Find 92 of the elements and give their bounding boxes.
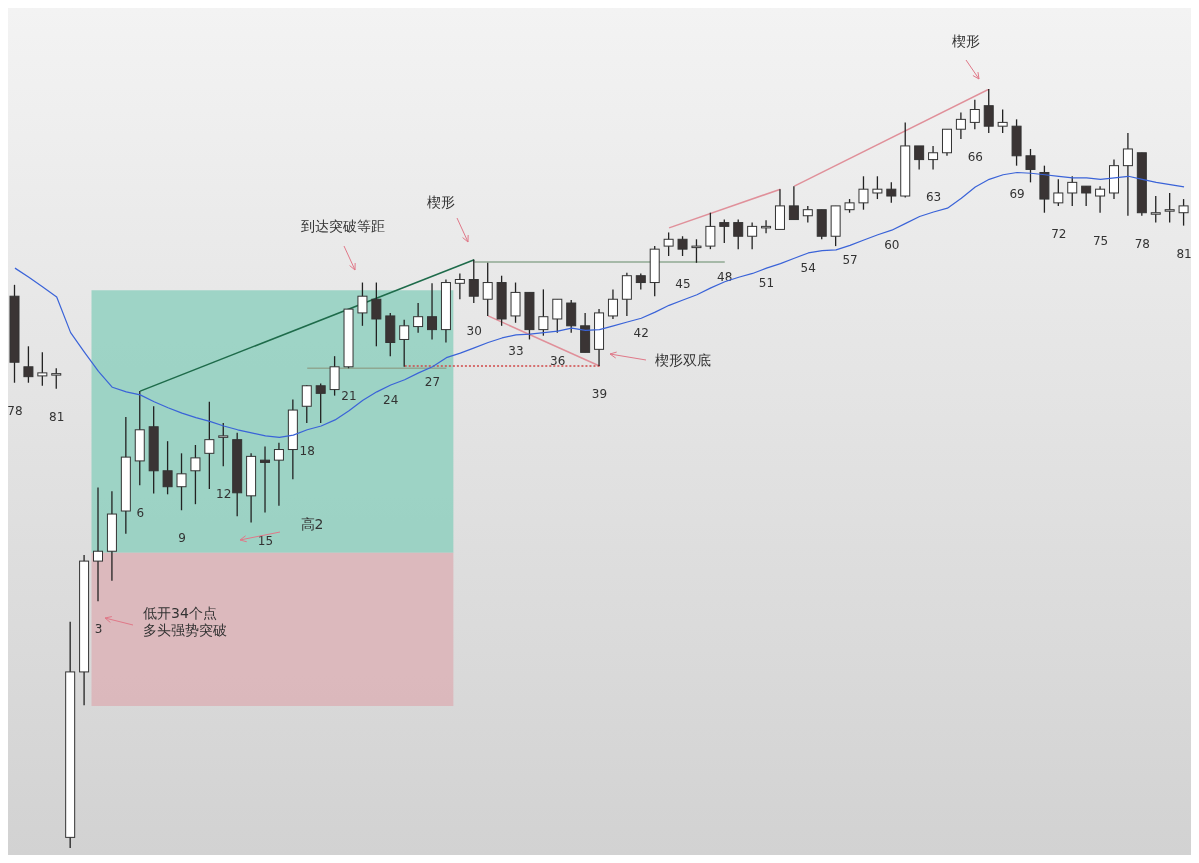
x-tick-label: 78 xyxy=(7,403,23,418)
candlestick xyxy=(260,445,271,514)
candlestick xyxy=(273,442,284,507)
candlestick xyxy=(301,384,312,424)
candlestick xyxy=(705,212,716,250)
candlestick xyxy=(691,238,702,264)
x-tick-label: 33 xyxy=(508,343,524,358)
x-tick-label: 48 xyxy=(717,270,733,285)
candlestick xyxy=(761,219,772,234)
candlestick xyxy=(1025,148,1036,184)
candlestick xyxy=(482,262,493,317)
annotation: 到达突破等距 xyxy=(301,218,385,234)
x-tick-label: 42 xyxy=(633,326,649,341)
candlestick xyxy=(357,281,368,327)
x-tick-label: 72 xyxy=(1051,226,1067,241)
x-tick-label: 36 xyxy=(550,353,566,368)
annotation: 低开34个点多头强势突破 xyxy=(143,605,227,638)
candlestick xyxy=(886,181,897,204)
x-tick-label: 66 xyxy=(967,150,983,165)
x-tick-label: 78 xyxy=(1134,236,1150,251)
candlestick xyxy=(1122,132,1133,217)
x-tick-label: 15 xyxy=(257,533,274,548)
x-tick-label: 39 xyxy=(591,387,608,402)
candlestick xyxy=(858,175,869,211)
x-tick-label: 21 xyxy=(341,389,357,404)
candlestick xyxy=(427,282,438,341)
candlestick xyxy=(399,319,410,368)
x-tick-label: 69 xyxy=(1009,186,1025,201)
x-tick-label: 60 xyxy=(884,238,900,253)
x-tick-label: 57 xyxy=(842,253,858,268)
x-tick-label: 6 xyxy=(136,506,145,521)
candlestick xyxy=(1081,185,1092,207)
candlestick xyxy=(941,128,952,157)
candlestick xyxy=(788,185,799,221)
x-tick-label: 9 xyxy=(178,531,186,546)
candlestick xyxy=(747,221,758,250)
candlestick xyxy=(510,281,521,324)
annotation: 楔形 xyxy=(427,194,455,210)
x-tick-label: 51 xyxy=(758,276,775,291)
candlestick xyxy=(621,272,632,317)
x-tick-label: 24 xyxy=(383,393,399,408)
candlestick xyxy=(315,382,326,424)
candlestick xyxy=(176,452,187,511)
candlestick xyxy=(663,231,674,257)
candlestick xyxy=(719,218,730,244)
candlestick xyxy=(1164,192,1175,224)
candlestick xyxy=(872,175,883,200)
candlestick xyxy=(413,302,424,334)
candlestick xyxy=(1150,195,1161,224)
x-tick-label: 12 xyxy=(216,487,232,502)
x-tick-label: 54 xyxy=(800,260,816,275)
x-tick-label: 30 xyxy=(466,324,482,339)
x-tick-label: 3 xyxy=(94,622,103,637)
candlestick xyxy=(552,298,563,334)
candlestick xyxy=(733,218,744,250)
x-tick-label: 63 xyxy=(925,190,942,205)
candlestick xyxy=(1067,175,1078,207)
candlestick xyxy=(566,299,577,334)
x-tick-label: 27 xyxy=(424,374,441,389)
candlestick xyxy=(1178,198,1189,227)
candlestick xyxy=(983,89,994,134)
candlestick xyxy=(538,288,549,337)
x-tick-label: 81 xyxy=(1176,246,1192,261)
candlestick xyxy=(914,145,925,171)
candlestick xyxy=(51,367,62,390)
candlestick xyxy=(93,486,104,602)
candlestick xyxy=(162,440,173,495)
candlestick xyxy=(969,98,980,130)
x-tick-label: 81 xyxy=(49,409,65,424)
x-tick-label: 75 xyxy=(1092,233,1109,248)
candlestick xyxy=(928,145,939,171)
candlestick xyxy=(454,272,465,300)
candlestick xyxy=(218,422,229,467)
candlestick xyxy=(1095,185,1106,214)
candlestick xyxy=(955,111,966,140)
text: 楔形 xyxy=(952,33,980,49)
candlestick xyxy=(204,401,215,490)
candlestick xyxy=(1053,178,1064,207)
candlestick xyxy=(468,259,479,304)
candlestick xyxy=(677,235,688,257)
annotation: 楔形双底 xyxy=(655,352,711,368)
candlestick xyxy=(997,108,1008,134)
candlestick xyxy=(371,281,382,347)
candlestick xyxy=(190,444,201,505)
x-tick-label: 45 xyxy=(675,276,691,291)
candlestick xyxy=(37,351,48,387)
annotation: 高2 xyxy=(300,516,324,532)
candlestick xyxy=(774,188,785,231)
candlestick xyxy=(23,345,34,384)
x-tick-label: 18 xyxy=(299,443,315,458)
candlestick xyxy=(329,355,340,397)
candlestick xyxy=(607,288,618,320)
